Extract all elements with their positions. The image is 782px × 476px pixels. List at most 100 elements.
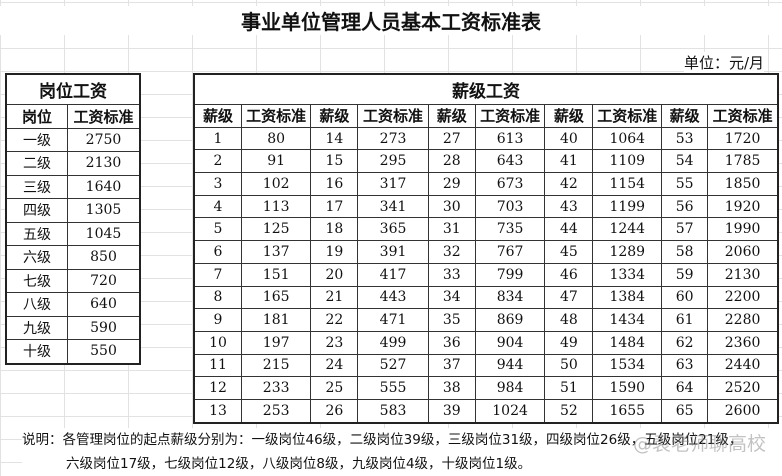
cell-standard[interactable]: 673 <box>474 172 546 196</box>
cell-standard[interactable]: 295 <box>357 149 429 174</box>
cell-grade[interactable]: 40 <box>544 126 594 151</box>
cell-grade[interactable]: 13 <box>193 398 242 424</box>
cell-standard[interactable]: 583 <box>357 398 429 424</box>
cell-grade[interactable]: 64 <box>661 376 709 400</box>
cell-grade[interactable]: 58 <box>661 240 709 264</box>
cell-grade[interactable]: 39 <box>427 398 476 424</box>
cell-grade[interactable]: 27 <box>427 126 476 151</box>
cell-standard[interactable]: 904 <box>474 330 546 355</box>
cell-standard[interactable]: 1334 <box>592 262 663 287</box>
cell-post[interactable]: 一级 <box>5 127 68 152</box>
cell-standard[interactable]: 2750 <box>67 127 141 152</box>
cell-standard[interactable]: 944 <box>474 353 546 378</box>
cell-grade[interactable]: 63 <box>661 353 709 378</box>
cell-grade[interactable]: 57 <box>661 217 709 242</box>
cell-standard[interactable]: 2060 <box>707 240 779 264</box>
cell-grade[interactable]: 14 <box>310 126 359 151</box>
cell-grade[interactable]: 65 <box>661 398 709 424</box>
cell-standard[interactable]: 102 <box>240 172 312 196</box>
cell-standard[interactable]: 1289 <box>592 240 663 264</box>
cell-standard[interactable]: 80 <box>240 126 312 151</box>
cell-standard[interactable]: 1990 <box>707 217 779 242</box>
cell-grade[interactable]: 45 <box>544 240 594 264</box>
cell-standard[interactable]: 2200 <box>707 285 779 310</box>
cell-standard[interactable]: 613 <box>474 126 546 151</box>
cell-grade[interactable]: 55 <box>661 172 709 196</box>
cell-standard[interactable]: 720 <box>67 268 141 293</box>
cell-grade[interactable]: 17 <box>310 194 359 219</box>
cell-grade[interactable]: 18 <box>310 217 359 242</box>
cell-standard[interactable]: 137 <box>240 240 312 264</box>
cell-standard[interactable]: 197 <box>240 330 312 355</box>
cell-standard[interactable]: 1655 <box>592 398 663 424</box>
cell-grade[interactable]: 4 <box>193 194 242 219</box>
cell-standard[interactable]: 1024 <box>474 398 546 424</box>
cell-post[interactable]: 五级 <box>5 221 68 246</box>
cell-grade[interactable]: 30 <box>427 194 476 219</box>
cell-grade[interactable]: 15 <box>310 149 359 174</box>
cell-post[interactable]: 三级 <box>5 174 68 199</box>
cell-grade[interactable]: 61 <box>661 308 709 332</box>
cell-standard[interactable]: 643 <box>474 149 546 174</box>
cell-standard[interactable]: 2130 <box>707 262 779 287</box>
cell-grade[interactable]: 35 <box>427 308 476 332</box>
cell-grade[interactable]: 51 <box>544 376 594 400</box>
cell-grade[interactable]: 46 <box>544 262 594 287</box>
cell-grade[interactable]: 60 <box>661 285 709 310</box>
cell-grade[interactable]: 16 <box>310 172 359 196</box>
cell-grade[interactable]: 41 <box>544 149 594 174</box>
cell-grade[interactable]: 11 <box>193 353 242 378</box>
cell-standard[interactable]: 165 <box>240 285 312 310</box>
cell-standard[interactable]: 2280 <box>707 308 779 332</box>
cell-post[interactable]: 八级 <box>5 292 68 317</box>
cell-standard[interactable]: 1384 <box>592 285 663 310</box>
cell-grade[interactable]: 1 <box>193 126 242 151</box>
cell-grade[interactable]: 62 <box>661 330 709 355</box>
cell-post[interactable]: 二级 <box>5 151 68 176</box>
cell-standard[interactable]: 735 <box>474 217 546 242</box>
cell-post[interactable]: 六级 <box>5 245 68 270</box>
cell-standard[interactable]: 113 <box>240 194 312 219</box>
cell-standard[interactable]: 1850 <box>707 172 779 196</box>
cell-grade[interactable]: 32 <box>427 240 476 264</box>
cell-standard[interactable]: 1434 <box>592 308 663 332</box>
cell-standard[interactable]: 91 <box>240 149 312 174</box>
cell-grade[interactable]: 50 <box>544 353 594 378</box>
cell-standard[interactable]: 1785 <box>707 149 779 174</box>
cell-standard[interactable]: 1154 <box>592 172 663 196</box>
cell-grade[interactable]: 9 <box>193 308 242 332</box>
cell-standard[interactable]: 1484 <box>592 330 663 355</box>
cell-grade[interactable]: 59 <box>661 262 709 287</box>
cell-standard[interactable]: 1045 <box>67 221 141 246</box>
cell-standard[interactable]: 499 <box>357 330 429 355</box>
cell-standard[interactable]: 527 <box>357 353 429 378</box>
cell-standard[interactable]: 233 <box>240 376 312 400</box>
cell-standard[interactable]: 2360 <box>707 330 779 355</box>
cell-standard[interactable]: 834 <box>474 285 546 310</box>
cell-grade[interactable]: 52 <box>544 398 594 424</box>
cell-standard[interactable]: 417 <box>357 262 429 287</box>
cell-standard[interactable]: 550 <box>67 339 141 364</box>
cell-standard[interactable]: 365 <box>357 217 429 242</box>
cell-grade[interactable]: 10 <box>193 330 242 355</box>
cell-grade[interactable]: 34 <box>427 285 476 310</box>
cell-standard[interactable]: 1640 <box>67 174 141 199</box>
cell-grade[interactable]: 28 <box>427 149 476 174</box>
cell-grade[interactable]: 42 <box>544 172 594 196</box>
cell-grade[interactable]: 38 <box>427 376 476 400</box>
cell-grade[interactable]: 48 <box>544 308 594 332</box>
cell-grade[interactable]: 53 <box>661 126 709 151</box>
cell-standard[interactable]: 341 <box>357 194 429 219</box>
cell-grade[interactable]: 7 <box>193 262 242 287</box>
cell-grade[interactable]: 26 <box>310 398 359 424</box>
cell-standard[interactable]: 273 <box>357 126 429 151</box>
cell-standard[interactable]: 2440 <box>707 353 779 378</box>
cell-standard[interactable]: 850 <box>67 245 141 270</box>
cell-grade[interactable]: 43 <box>544 194 594 219</box>
cell-grade[interactable]: 24 <box>310 353 359 378</box>
cell-standard[interactable]: 471 <box>357 308 429 332</box>
cell-grade[interactable]: 2 <box>193 149 242 174</box>
cell-standard[interactable]: 640 <box>67 292 141 317</box>
cell-grade[interactable]: 12 <box>193 376 242 400</box>
cell-standard[interactable]: 767 <box>474 240 546 264</box>
